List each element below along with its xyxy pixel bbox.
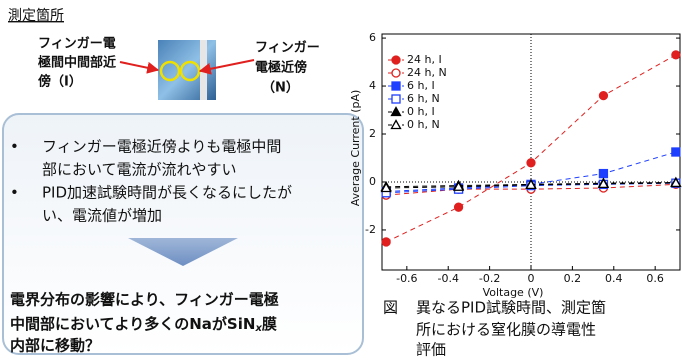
label-line: フィンガー電 bbox=[38, 37, 116, 52]
point bbox=[672, 51, 680, 59]
bullet-dot: • bbox=[10, 184, 19, 202]
bullet-dot: • bbox=[10, 138, 19, 156]
conclusion-line: 電界分布の影響により、フィンガー電極 bbox=[10, 291, 279, 309]
label-line: （N） bbox=[262, 80, 299, 96]
point bbox=[392, 121, 401, 129]
x-tick-label: 0 bbox=[528, 272, 535, 285]
x-tick-label: -0.4 bbox=[437, 272, 458, 285]
x-tick-label: 0.6 bbox=[646, 272, 664, 285]
text: 中間部においてより多くのNaがSiN bbox=[10, 315, 255, 333]
legend-label: 6 h, I bbox=[407, 79, 435, 92]
caption-prefix: 図 bbox=[383, 299, 398, 317]
caption: 図 異なるPID試験時間、測定箇 所における窒化膜の導電性 評価 bbox=[383, 299, 606, 359]
cell-image bbox=[120, 40, 254, 100]
bullet-text: い、電流値が増加 bbox=[42, 207, 162, 225]
point bbox=[392, 108, 401, 116]
point bbox=[455, 203, 463, 211]
label-line: 電極近傍 bbox=[255, 60, 307, 76]
point bbox=[599, 170, 607, 178]
bullet-text: PID加速試験時間が長くなるにしたが bbox=[42, 184, 292, 202]
point bbox=[672, 148, 680, 156]
y-tick-label: 0 bbox=[369, 175, 376, 188]
x-tick-label: 0.2 bbox=[564, 272, 582, 285]
legend-label: 24 h, N bbox=[407, 66, 447, 79]
point bbox=[392, 69, 400, 77]
conclusion-line: 内部に移動？ bbox=[10, 337, 100, 355]
point bbox=[382, 238, 390, 246]
x-tick-label: 0.4 bbox=[605, 272, 623, 285]
y-tick-label: 2 bbox=[369, 127, 376, 140]
point bbox=[599, 92, 607, 100]
label-line: フィンガー bbox=[255, 41, 320, 56]
y-tick-label: 6 bbox=[369, 31, 376, 44]
point bbox=[392, 82, 400, 90]
slide: 測定箇所 フィンガー電 極間中間部近 傍（I） フィンガー 電極近傍 （N） •… bbox=[0, 0, 682, 358]
conclusion-line: 中間部においてより多くのNaがSiNx膜 bbox=[10, 315, 277, 335]
y-tick-label: -2 bbox=[365, 223, 376, 236]
chart: -2 0 2 4 6 -0.6 -0.4 -0.2 0 0.2 0.4 0.6 Voltage (V) A… bbox=[349, 31, 680, 299]
bullet-text: 部において電流が流れやすい bbox=[42, 161, 237, 179]
legend-label: 24 h, I bbox=[407, 53, 442, 66]
legend-label: 6 h, N bbox=[407, 92, 440, 105]
header: 測定箇所 bbox=[8, 7, 64, 24]
x-tick-label: -0.6 bbox=[396, 272, 417, 285]
legend-label: 0 h, N bbox=[407, 118, 440, 131]
label-n: フィンガー 電極近傍 （N） bbox=[255, 41, 320, 96]
caption-line: 所における窒化膜の導電性 bbox=[416, 321, 596, 339]
point bbox=[392, 56, 400, 64]
bullet-text: フィンガー電極近傍よりも電極中間 bbox=[42, 138, 281, 156]
caption-line: 異なるPID試験時間、測定箇 bbox=[416, 299, 606, 317]
point bbox=[527, 159, 535, 167]
label-line: 極間中間部近 bbox=[37, 55, 116, 71]
label-i: フィンガー電 極間中間部近 傍（I） bbox=[37, 37, 116, 90]
y-axis-title: Average Current (pA) bbox=[349, 90, 362, 207]
label-line: 傍（I） bbox=[38, 74, 82, 90]
y-tick-label: 4 bbox=[369, 79, 376, 92]
legend: 24 h, I24 h, N6 h, I6 h, N0 h, I0 h, N bbox=[388, 53, 447, 131]
point bbox=[392, 95, 400, 103]
x-tick-label: -0.2 bbox=[479, 272, 500, 285]
caption-line: 評価 bbox=[416, 341, 446, 359]
legend-label: 0 h, I bbox=[407, 105, 435, 118]
text: 膜 bbox=[262, 315, 277, 333]
x-axis-title: Voltage (V) bbox=[483, 286, 544, 299]
